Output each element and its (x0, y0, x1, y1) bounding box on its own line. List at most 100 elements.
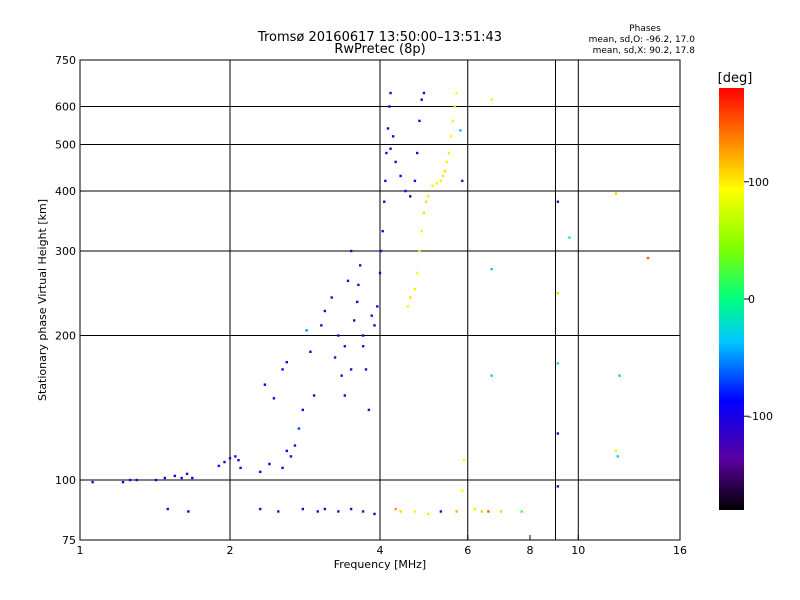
data-point (614, 449, 618, 453)
data-point (361, 334, 365, 337)
data-point (556, 432, 560, 435)
x-tick-label: 8 (527, 544, 534, 557)
data-point (370, 314, 373, 317)
data-point (268, 462, 271, 466)
chart-subtitle: RwPretec (8p) (334, 42, 425, 57)
data-point (383, 200, 386, 203)
data-point (259, 470, 262, 474)
data-point (301, 507, 305, 511)
colorbar-unit: [deg] (718, 71, 753, 86)
data-point (346, 279, 350, 283)
data-point (285, 360, 288, 364)
data-point (281, 368, 284, 371)
data-point (361, 345, 365, 348)
data-point (646, 256, 650, 260)
data-point (121, 480, 125, 484)
data-point (451, 119, 455, 123)
data-point (473, 507, 477, 511)
data-point (379, 249, 383, 253)
data-point (281, 466, 284, 470)
data-point (378, 271, 382, 275)
data-point (462, 458, 466, 462)
x-tick-label: 2 (227, 544, 234, 557)
x-tick-label: 6 (464, 544, 471, 557)
data-point (135, 478, 138, 482)
data-point (391, 135, 395, 138)
data-point (415, 151, 419, 155)
data-point (337, 334, 340, 337)
data-point (415, 271, 419, 275)
data-point (399, 510, 402, 513)
data-point (424, 200, 428, 203)
data-point (443, 169, 447, 173)
data-point (441, 174, 445, 178)
data-point (394, 160, 397, 164)
data-point (389, 147, 392, 150)
data-point (427, 512, 430, 516)
data-point (166, 507, 169, 511)
data-point (376, 305, 379, 308)
data-point (490, 98, 493, 101)
data-point (323, 507, 327, 511)
colorbar-tick-label: -100 (748, 410, 773, 423)
data-point (404, 189, 407, 193)
colorbar (719, 88, 744, 510)
data-point (361, 510, 365, 513)
data-point (316, 510, 319, 513)
data-point (431, 184, 434, 188)
data-point (556, 362, 560, 365)
y-tick-label: 400 (55, 185, 76, 198)
data-point (297, 427, 301, 430)
data-point (277, 510, 280, 513)
data-point (349, 249, 353, 253)
data-point (364, 368, 368, 371)
y-tick-label: 600 (55, 101, 76, 114)
data-point (418, 249, 421, 253)
data-point (367, 408, 371, 412)
y-tick-label: 750 (55, 54, 76, 67)
data-point (453, 105, 456, 108)
x-axis-ticks: 1 2 4 6 8 10 16 (77, 535, 687, 557)
data-point (455, 510, 458, 513)
data-point (459, 129, 462, 132)
data-point (323, 309, 327, 313)
x-tick-label: 10 (571, 544, 585, 557)
data-point (357, 283, 360, 287)
data-point (333, 356, 337, 359)
data-point (388, 105, 391, 108)
data-point (420, 98, 423, 101)
data-point (234, 455, 237, 458)
data-point (384, 179, 387, 183)
data-point (373, 324, 376, 327)
data-point (418, 119, 421, 123)
y-tick-label: 200 (55, 330, 76, 343)
colorbar-tick-label: 100 (748, 176, 769, 189)
data-point (289, 455, 293, 458)
data-point (349, 507, 353, 511)
data-point (163, 476, 167, 480)
data-point (386, 127, 390, 130)
data-point (373, 512, 376, 516)
y-tick-label: 500 (55, 139, 76, 152)
data-point (420, 229, 423, 233)
data-point (461, 489, 464, 492)
data-point (293, 444, 297, 447)
data-point (406, 305, 410, 308)
data-point (389, 91, 392, 95)
y-tick-label: 75 (62, 534, 76, 547)
data-point (349, 368, 353, 371)
data-point (154, 478, 158, 482)
y-tick-label: 100 (55, 474, 76, 487)
data-point (422, 91, 426, 95)
data-point (394, 507, 397, 511)
phases-title: Phases (629, 24, 661, 34)
data-point (614, 192, 618, 195)
grid-lines (80, 60, 680, 540)
phases-x-stats: mean, sd,X: 90.2, 17.8 (593, 46, 696, 56)
y-axis-label: Stationary phase Virtual Height [km] (36, 199, 49, 401)
data-point (422, 211, 426, 215)
data-point (128, 478, 132, 482)
x-tick-label: 4 (377, 544, 384, 557)
data-point (556, 485, 560, 488)
